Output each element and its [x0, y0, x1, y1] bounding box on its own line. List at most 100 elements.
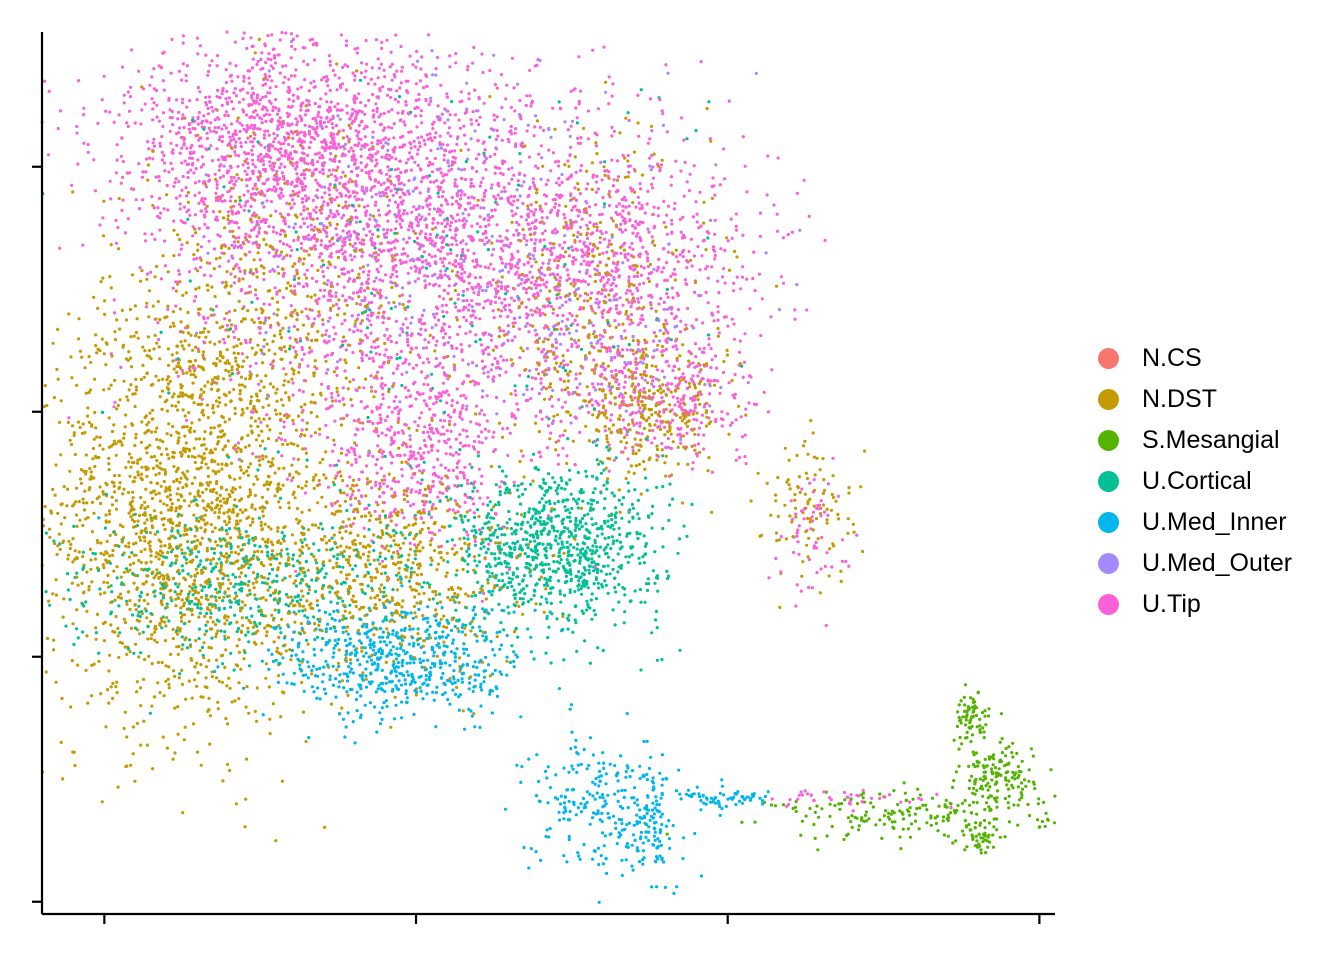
- scatter-point: [529, 281, 533, 285]
- scatter-point: [485, 419, 489, 423]
- scatter-point: [660, 783, 664, 787]
- scatter-point: [698, 370, 702, 374]
- scatter-point: [388, 209, 392, 213]
- scatter-point: [187, 504, 191, 508]
- scatter-point: [247, 209, 251, 213]
- scatter-point: [718, 791, 722, 796]
- scatter-point: [177, 512, 181, 517]
- scatter-point: [324, 659, 328, 663]
- scatter-point: [599, 854, 603, 858]
- scatter-point: [528, 570, 532, 574]
- scatter-point: [360, 168, 364, 173]
- scatter-point: [535, 191, 539, 195]
- scatter-point: [997, 767, 1001, 771]
- scatter-point: [332, 337, 336, 341]
- scatter-point: [442, 640, 446, 644]
- scatter-point: [375, 162, 379, 166]
- scatter-point: [132, 581, 136, 585]
- scatter-point: [642, 357, 646, 361]
- scatter-point: [690, 444, 694, 448]
- scatter-point: [590, 474, 595, 478]
- scatter-point: [537, 372, 541, 376]
- scatter-point: [626, 175, 630, 179]
- scatter-point: [503, 297, 507, 301]
- scatter-point: [908, 806, 912, 810]
- scatter-point: [255, 275, 259, 279]
- scatter-point: [556, 439, 561, 443]
- scatter-point: [615, 386, 619, 391]
- scatter-point: [621, 209, 625, 213]
- scatter-point: [225, 359, 230, 363]
- scatter-point: [551, 311, 555, 315]
- scatter-point: [283, 181, 287, 185]
- scatter-point: [401, 134, 405, 138]
- scatter-point: [221, 193, 225, 197]
- scatter-point: [279, 631, 283, 635]
- scatter-point: [460, 168, 464, 172]
- scatter-point: [651, 801, 655, 805]
- scatter-point: [170, 109, 174, 114]
- scatter-point: [692, 254, 697, 258]
- scatter-point: [302, 221, 306, 225]
- scatter-point: [146, 163, 150, 167]
- scatter-point: [58, 246, 62, 250]
- scatter-point: [929, 823, 933, 827]
- scatter-point: [365, 209, 369, 213]
- scatter-point: [225, 762, 230, 767]
- scatter-point: [410, 347, 414, 351]
- scatter-point: [299, 538, 303, 542]
- scatter-point: [181, 113, 185, 117]
- scatter-point: [190, 156, 194, 160]
- scatter-point: [545, 446, 550, 450]
- scatter-point: [351, 107, 355, 111]
- scatter-point: [547, 562, 551, 566]
- scatter-point: [553, 501, 557, 505]
- scatter-point: [607, 256, 611, 261]
- scatter-point: [739, 415, 743, 419]
- scatter-point: [301, 197, 305, 201]
- scatter-point: [315, 599, 319, 603]
- scatter-point: [132, 651, 136, 655]
- scatter-point: [171, 627, 175, 632]
- scatter-point: [619, 392, 623, 396]
- scatter-point: [637, 556, 641, 560]
- scatter-point: [646, 381, 650, 385]
- scatter-point: [389, 425, 393, 429]
- scatter-point: [300, 418, 305, 422]
- scatter-point: [182, 347, 186, 351]
- scatter-point: [644, 347, 648, 351]
- scatter-point: [231, 234, 235, 239]
- scatter-point: [445, 551, 449, 555]
- scatter-point: [631, 247, 635, 251]
- scatter-point: [522, 846, 526, 850]
- scatter-point: [415, 236, 420, 240]
- scatter-point: [353, 538, 357, 542]
- scatter-point: [556, 567, 560, 571]
- scatter-point: [108, 179, 112, 183]
- scatter-point: [650, 382, 654, 386]
- scatter-point: [257, 417, 261, 421]
- scatter-point: [247, 76, 251, 80]
- scatter-point: [818, 468, 822, 472]
- scatter-point: [488, 135, 492, 139]
- scatter-point: [681, 377, 686, 381]
- scatter-point: [386, 240, 390, 245]
- scatter-point: [589, 296, 593, 300]
- scatter-point: [656, 837, 660, 841]
- scatter-point: [419, 645, 423, 650]
- scatter-point: [428, 490, 432, 494]
- scatter-point: [335, 641, 340, 646]
- scatter-point: [458, 470, 462, 474]
- scatter-point: [983, 757, 987, 762]
- scatter-point: [468, 508, 472, 512]
- scatter-point: [159, 330, 163, 334]
- scatter-point: [721, 417, 725, 422]
- scatter-point: [584, 522, 588, 526]
- scatter-point: [519, 449, 523, 453]
- scatter-point: [376, 421, 380, 425]
- scatter-point: [529, 525, 533, 529]
- scatter-point: [389, 275, 393, 279]
- scatter-point: [198, 265, 203, 269]
- scatter-point: [479, 704, 483, 708]
- scatter-point: [354, 166, 359, 170]
